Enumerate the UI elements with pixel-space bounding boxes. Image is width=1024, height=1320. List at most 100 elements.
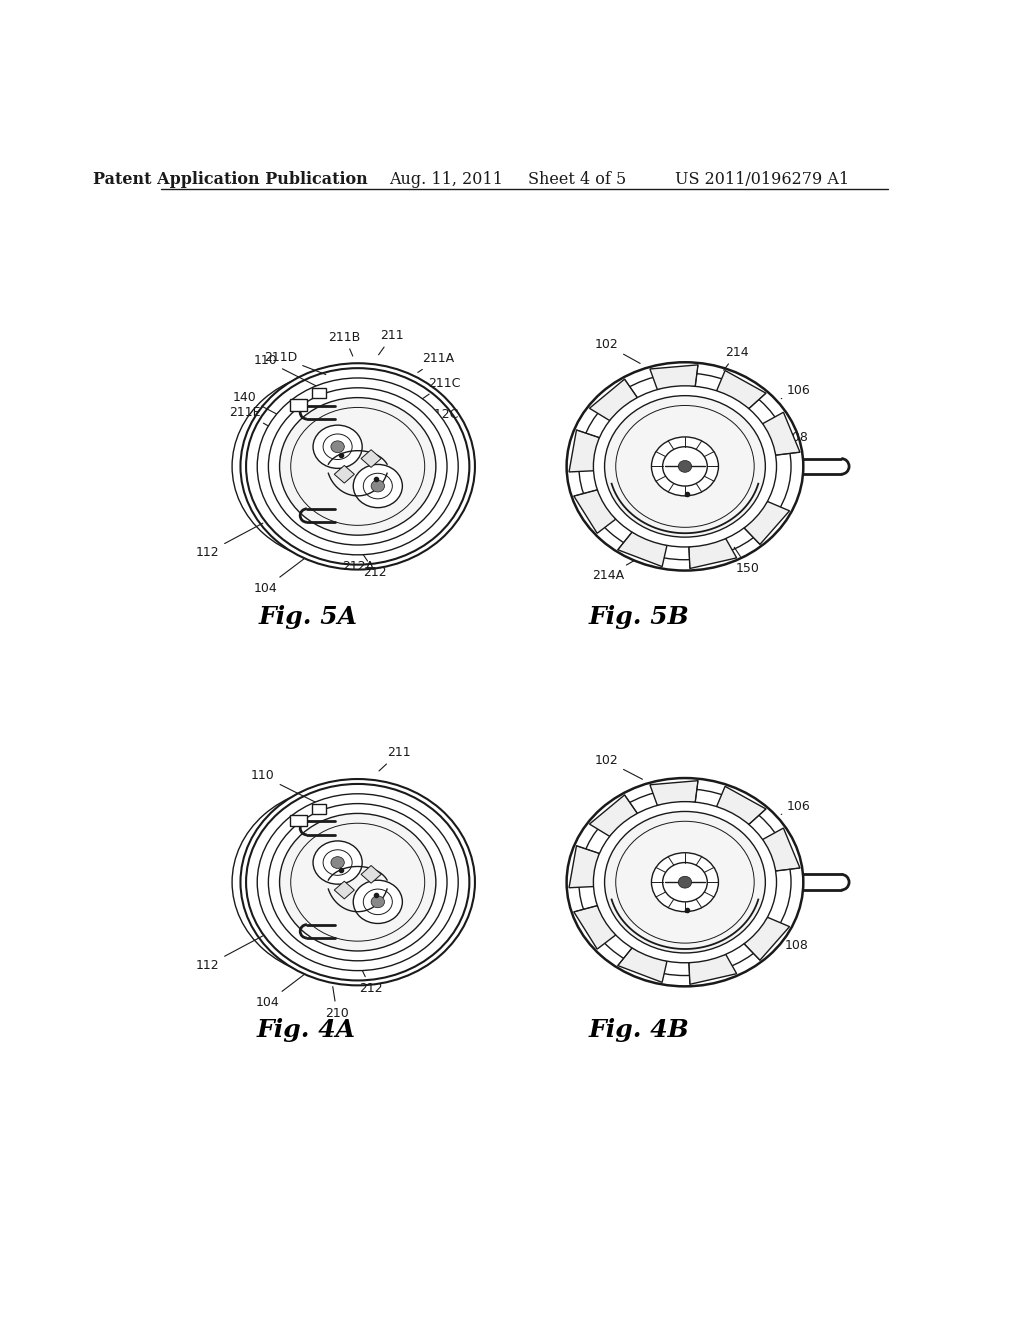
Ellipse shape xyxy=(313,425,362,469)
Ellipse shape xyxy=(246,784,469,981)
Polygon shape xyxy=(717,371,766,409)
Polygon shape xyxy=(334,466,354,483)
Ellipse shape xyxy=(579,374,791,560)
Ellipse shape xyxy=(324,434,352,459)
Text: Fig. 4A: Fig. 4A xyxy=(257,1018,355,1041)
Ellipse shape xyxy=(566,777,803,986)
Text: 211D: 211D xyxy=(264,351,326,375)
Text: 212A: 212A xyxy=(342,541,374,573)
Ellipse shape xyxy=(280,397,436,535)
Ellipse shape xyxy=(241,779,475,985)
Ellipse shape xyxy=(651,437,719,496)
Ellipse shape xyxy=(268,804,447,961)
Text: 110: 110 xyxy=(253,354,321,388)
Polygon shape xyxy=(590,795,637,837)
Text: 108: 108 xyxy=(779,430,809,449)
Text: 212D: 212D xyxy=(389,446,438,466)
Text: 210: 210 xyxy=(325,986,349,1019)
Ellipse shape xyxy=(615,821,755,942)
Ellipse shape xyxy=(593,385,776,546)
Polygon shape xyxy=(763,412,800,455)
Text: 211B: 211B xyxy=(329,330,360,356)
Text: 212E: 212E xyxy=(401,428,449,447)
Text: Aug. 11, 2011: Aug. 11, 2011 xyxy=(389,172,503,189)
Text: US 2011/0196279 A1: US 2011/0196279 A1 xyxy=(675,172,849,189)
Text: 211: 211 xyxy=(379,329,404,355)
Text: 212B: 212B xyxy=(374,467,420,483)
Polygon shape xyxy=(569,846,599,888)
Ellipse shape xyxy=(678,876,691,888)
Text: 214A: 214A xyxy=(592,560,635,582)
Ellipse shape xyxy=(579,789,791,975)
Ellipse shape xyxy=(364,474,392,499)
Text: 112: 112 xyxy=(196,936,263,972)
Text: Patent Application Publication: Patent Application Publication xyxy=(93,172,368,189)
Ellipse shape xyxy=(291,408,425,525)
Text: 150: 150 xyxy=(734,548,760,574)
Text: Fig. 5A: Fig. 5A xyxy=(258,605,357,628)
Ellipse shape xyxy=(663,862,708,902)
Ellipse shape xyxy=(353,465,402,508)
Polygon shape xyxy=(334,882,354,899)
Ellipse shape xyxy=(246,368,469,565)
Polygon shape xyxy=(573,906,615,949)
Polygon shape xyxy=(650,780,698,805)
Ellipse shape xyxy=(371,896,384,908)
Text: 212C: 212C xyxy=(412,408,459,428)
Ellipse shape xyxy=(604,396,765,537)
Polygon shape xyxy=(569,430,599,473)
Ellipse shape xyxy=(257,378,458,554)
Ellipse shape xyxy=(232,787,449,978)
Ellipse shape xyxy=(331,857,344,869)
Text: 104: 104 xyxy=(253,558,304,594)
Text: 213: 213 xyxy=(592,871,635,890)
Polygon shape xyxy=(590,379,637,421)
Ellipse shape xyxy=(241,363,475,569)
Ellipse shape xyxy=(678,461,691,473)
Ellipse shape xyxy=(566,362,803,570)
Ellipse shape xyxy=(651,853,719,912)
Ellipse shape xyxy=(268,388,447,545)
Text: 211E: 211E xyxy=(228,407,290,438)
Bar xyxy=(291,814,307,826)
Text: 211C: 211C xyxy=(422,376,461,400)
Text: 102: 102 xyxy=(595,754,642,779)
Text: 140: 140 xyxy=(232,391,286,418)
Text: 104: 104 xyxy=(256,974,304,1008)
Bar xyxy=(311,388,327,399)
Text: 102: 102 xyxy=(595,338,640,363)
Text: 110: 110 xyxy=(251,770,319,804)
Text: 108: 108 xyxy=(779,936,809,952)
Polygon shape xyxy=(744,502,790,544)
Text: Fig. 4B: Fig. 4B xyxy=(589,1018,689,1041)
Bar xyxy=(311,804,327,814)
Text: 106: 106 xyxy=(781,384,811,399)
Text: 212: 212 xyxy=(358,964,383,995)
Polygon shape xyxy=(744,917,790,960)
Text: 106: 106 xyxy=(781,800,811,814)
Polygon shape xyxy=(573,490,615,533)
Polygon shape xyxy=(763,828,800,871)
Ellipse shape xyxy=(257,793,458,970)
Text: Sheet 4 of 5: Sheet 4 of 5 xyxy=(528,172,627,189)
Ellipse shape xyxy=(324,850,352,875)
Ellipse shape xyxy=(604,812,765,953)
Ellipse shape xyxy=(663,446,708,486)
Text: 112: 112 xyxy=(196,523,263,560)
Polygon shape xyxy=(617,948,667,982)
Ellipse shape xyxy=(364,890,392,915)
Polygon shape xyxy=(650,364,698,389)
Ellipse shape xyxy=(331,441,344,453)
Ellipse shape xyxy=(615,405,755,527)
Text: 212: 212 xyxy=(359,549,387,579)
Polygon shape xyxy=(617,532,667,566)
Text: Fig. 5B: Fig. 5B xyxy=(589,605,689,628)
Polygon shape xyxy=(361,450,381,467)
Polygon shape xyxy=(689,954,736,985)
Text: 211A: 211A xyxy=(418,352,455,372)
Ellipse shape xyxy=(371,480,384,492)
Ellipse shape xyxy=(232,371,449,562)
Polygon shape xyxy=(361,866,381,883)
Text: 214: 214 xyxy=(724,346,750,371)
Text: 211: 211 xyxy=(379,746,411,771)
